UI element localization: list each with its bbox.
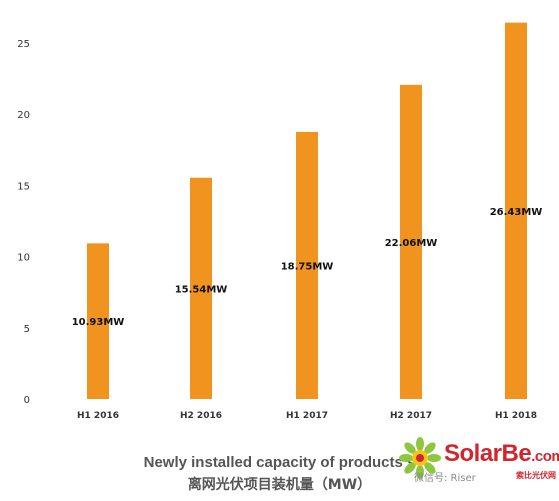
data-label: 15.54MW bbox=[175, 284, 228, 295]
x-axis: H1 2016 H2 2016 H1 2017 H2 2017 H1 2018 bbox=[77, 411, 537, 421]
bar-h2-2016 bbox=[190, 177, 212, 399]
y-tick-label: 0 bbox=[24, 395, 30, 406]
data-label: 18.75MW bbox=[281, 262, 334, 273]
y-tick-label: 5 bbox=[24, 324, 30, 335]
bar-h1-2018 bbox=[505, 22, 527, 399]
chart-caption-chinese: 离网光伏项目装机量（MW） bbox=[187, 477, 372, 493]
y-tick-label: 10 bbox=[17, 253, 30, 264]
bar-h2-2017 bbox=[400, 84, 422, 399]
data-label: 10.93MW bbox=[72, 317, 125, 328]
chart-caption-english: Newly installed capacity of products s bbox=[143, 454, 416, 471]
bars bbox=[87, 22, 527, 399]
watermark-cn-name: 索比光伏网 bbox=[516, 471, 556, 480]
bar-h1-2017 bbox=[296, 132, 318, 399]
x-tick-label: H1 2017 bbox=[286, 411, 328, 421]
x-tick-label: H2 2017 bbox=[390, 411, 432, 421]
sunflower-logo-icon bbox=[399, 437, 441, 479]
x-tick-label: H2 2016 bbox=[180, 411, 222, 421]
y-tick-label: 20 bbox=[17, 110, 30, 121]
y-tick-label: 25 bbox=[17, 39, 30, 50]
x-tick-label: H1 2018 bbox=[495, 411, 537, 421]
y-tick-label: 15 bbox=[17, 181, 30, 192]
x-tick-label: H1 2016 bbox=[77, 411, 119, 421]
data-label: 22.06MW bbox=[385, 238, 438, 249]
data-label: 26.43MW bbox=[490, 207, 543, 218]
data-labels: 10.93MW 15.54MW 18.75MW 22.06MW 26.43MW bbox=[72, 207, 543, 328]
watermark-subtitle: 微信号: Riser bbox=[414, 473, 476, 484]
y-axis: 0 5 10 15 20 25 bbox=[17, 39, 30, 406]
bar-h1-2016 bbox=[87, 243, 109, 399]
watermark-brand: SolarBe.com bbox=[444, 440, 559, 467]
solarbe-watermark: SolarBe.com 微信号: Riser 索比光伏网 bbox=[398, 436, 559, 486]
